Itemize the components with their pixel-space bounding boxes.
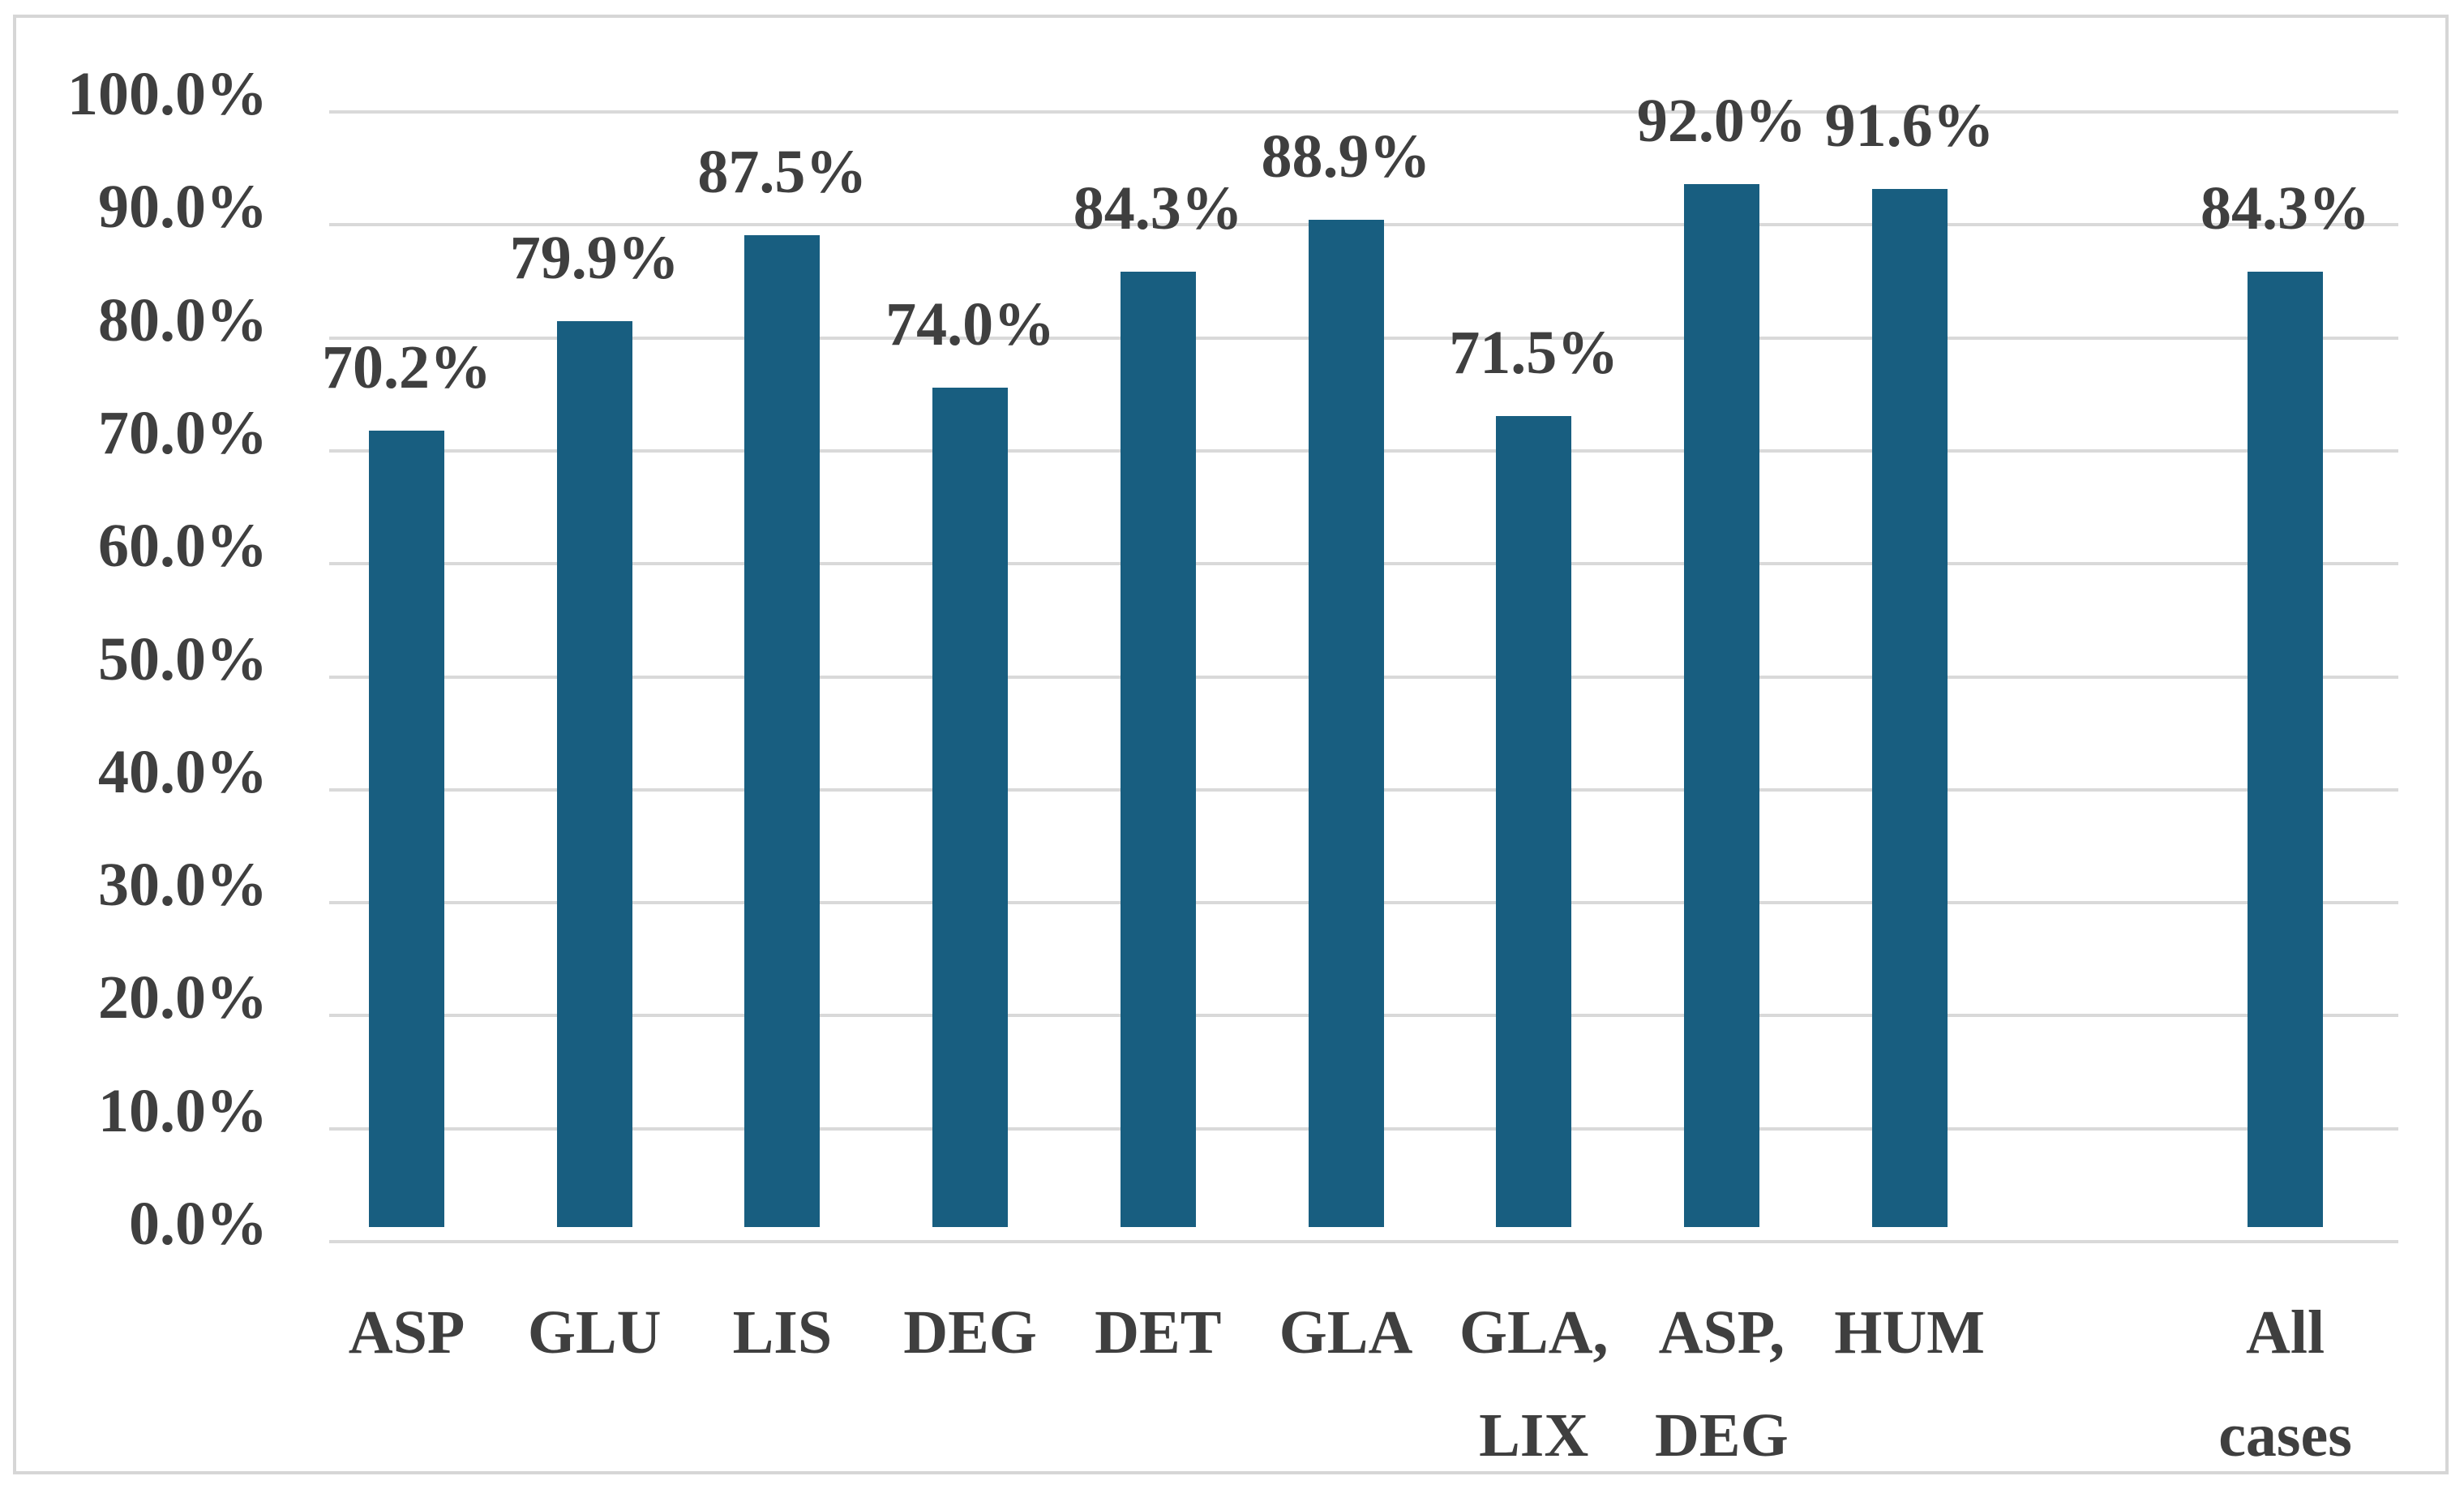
y-axis-tick-label: 30.0% xyxy=(98,851,268,920)
bar-value-label: 79.9% xyxy=(509,223,679,292)
bar-hum xyxy=(1871,189,1948,1227)
y-axis-tick-label: 70.0% xyxy=(98,398,268,467)
bar-value-label: 71.5% xyxy=(1449,319,1619,387)
x-category-label-line: GLA xyxy=(1279,1298,1413,1367)
x-category-label: All cases xyxy=(2115,1281,2456,1487)
bar-asp xyxy=(369,431,444,1227)
bar-all-cases xyxy=(2248,271,2323,1227)
x-category-label: ASP xyxy=(237,1281,577,1384)
y-axis-tick-label: 10.0% xyxy=(98,1076,268,1145)
x-category-label-line: ASP xyxy=(348,1298,465,1367)
bar-glu xyxy=(556,320,632,1227)
y-axis-tick-label: 100.0% xyxy=(67,60,268,128)
bar-det xyxy=(1120,271,1196,1227)
x-category-label-line: LIS xyxy=(732,1298,833,1367)
x-category-label-line: DEG xyxy=(903,1298,1037,1367)
bar-value-label: 74.0% xyxy=(885,290,1056,359)
y-axis-tick-label: 20.0% xyxy=(98,963,268,1032)
x-category-label: LIS xyxy=(612,1281,953,1384)
bar-value-label: 84.3% xyxy=(1073,174,1243,242)
bar-value-label: 84.3% xyxy=(2200,174,2370,242)
bar-gla-lix xyxy=(1496,416,1572,1227)
y-axis-tick-label: 60.0% xyxy=(98,512,268,581)
x-category-label-line: LIX xyxy=(1479,1401,1589,1470)
x-category-label: GLA, LIX xyxy=(1364,1281,1704,1487)
x-category-label: HUM xyxy=(1739,1281,2080,1384)
bar-gla xyxy=(1308,219,1384,1227)
gridline xyxy=(329,110,2398,114)
x-category-label-line: GLU xyxy=(527,1298,662,1367)
x-category-label-line: GLA, xyxy=(1459,1298,1609,1367)
bar-value-label: 87.5% xyxy=(697,138,868,207)
y-axis-tick-label: 50.0% xyxy=(98,624,268,693)
gridline xyxy=(329,1240,2398,1243)
x-category-label-line: ASP, xyxy=(1658,1298,1785,1367)
bar-lis xyxy=(744,235,821,1227)
x-category-label: ASP, DEG xyxy=(1551,1281,1892,1487)
bar-value-label: 92.0% xyxy=(1636,87,1806,156)
x-category-label-line: DEG xyxy=(1655,1401,1789,1470)
bar-asp-deg xyxy=(1683,184,1759,1227)
y-axis-tick-label: 40.0% xyxy=(98,737,268,806)
y-axis-tick-label: 80.0% xyxy=(98,285,268,354)
x-category-label-line: DET xyxy=(1095,1298,1222,1367)
x-category-label: DEG xyxy=(800,1281,1141,1384)
chart-frame: 0.0% 10.0% 20.0% 30.0% 40.0% 50.0% 60.0% 70.0% 8… xyxy=(13,15,2449,1474)
x-category-label: DET xyxy=(988,1281,1328,1384)
x-category-label: GLA xyxy=(1176,1281,1516,1384)
x-category-label-line: cases xyxy=(2218,1401,2352,1470)
x-category-label: GLU xyxy=(424,1281,765,1384)
bar-value-label: 70.2% xyxy=(322,333,491,402)
x-category-label-line: HUM xyxy=(1834,1298,1985,1367)
x-category-label-line: All xyxy=(2245,1298,2325,1367)
bar-value-label: 88.9% xyxy=(1261,122,1431,191)
bar-value-label: 91.6% xyxy=(1824,92,1995,160)
bar-deg xyxy=(932,388,1009,1227)
y-axis-tick-label: 0.0% xyxy=(129,1190,268,1258)
y-axis-tick-label: 90.0% xyxy=(98,173,268,242)
